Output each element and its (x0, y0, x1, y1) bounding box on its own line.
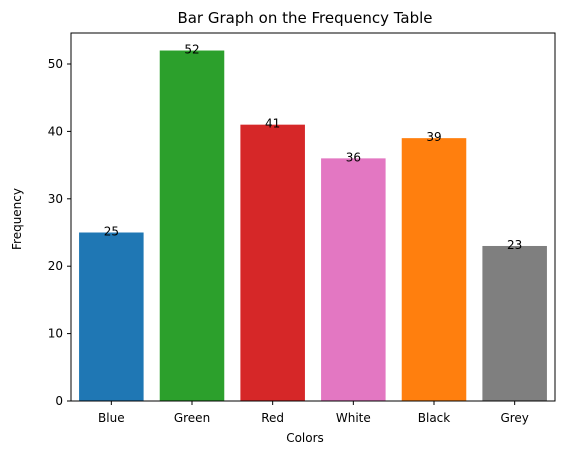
x-tick-label-red: Red (261, 411, 284, 425)
bar-white (321, 158, 386, 401)
data-label-blue: 25 (104, 225, 119, 239)
y-tick-label-40: 40 (48, 124, 63, 138)
data-label-white: 36 (346, 150, 361, 164)
data-label-black: 39 (426, 130, 441, 144)
bar-blue (79, 232, 144, 401)
x-tick-label-black: Black (418, 411, 451, 425)
x-axis: Blue Green Red White Black Grey (98, 401, 529, 425)
y-tick-label-0: 0 (55, 394, 63, 408)
y-tick-label-20: 20 (48, 259, 63, 273)
x-tick-label-green: Green (174, 411, 210, 425)
data-labels-group: 25 52 41 36 39 23 (104, 43, 523, 252)
data-label-grey: 23 (507, 238, 522, 252)
y-tick-label-30: 30 (48, 192, 63, 206)
bar-black (401, 138, 467, 401)
y-tick-label-10: 10 (48, 327, 63, 341)
bars-group (79, 50, 547, 402)
y-axis-label: Frequency (10, 188, 24, 250)
data-label-green: 52 (184, 43, 199, 57)
x-tick-label-blue: Blue (98, 411, 125, 425)
bar-red (240, 124, 305, 402)
x-tick-label-grey: Grey (500, 411, 528, 425)
y-axis: 0 10 20 30 40 50 (48, 57, 71, 408)
data-label-red: 41 (265, 117, 280, 131)
bar-green (159, 50, 225, 402)
plot-frame (70, 32, 556, 402)
bar-grey (482, 245, 547, 401)
x-tick-label-white: White (336, 411, 371, 425)
y-tick-label-50: 50 (48, 57, 63, 71)
x-axis-label: Colors (286, 431, 324, 445)
chart-title: Bar Graph on the Frequency Table (177, 9, 432, 27)
